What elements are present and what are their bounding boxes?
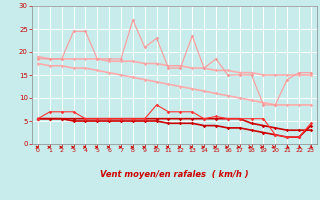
X-axis label: Vent moyen/en rafales  ( km/h ): Vent moyen/en rafales ( km/h ) xyxy=(100,170,249,179)
